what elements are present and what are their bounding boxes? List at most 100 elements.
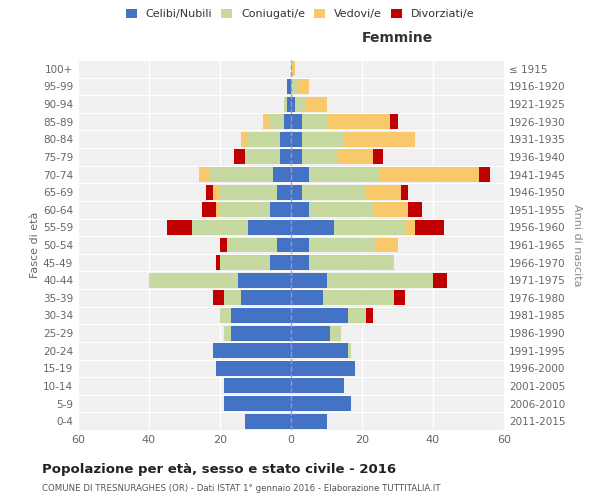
Bar bbox=[241, 290, 291, 306]
Bar bbox=[277, 238, 291, 252]
Bar bbox=[291, 378, 344, 394]
Bar bbox=[291, 220, 334, 235]
Bar bbox=[348, 308, 365, 323]
Bar bbox=[213, 343, 291, 358]
Y-axis label: Fasce di età: Fasce di età bbox=[30, 212, 40, 278]
Bar bbox=[291, 238, 309, 252]
Bar bbox=[291, 202, 309, 218]
Bar bbox=[291, 343, 348, 358]
Bar bbox=[277, 184, 291, 200]
Bar bbox=[287, 79, 291, 94]
Bar bbox=[224, 378, 291, 394]
Bar bbox=[213, 184, 220, 200]
Bar bbox=[245, 150, 280, 164]
Bar bbox=[245, 414, 291, 428]
Legend: Celibi/Nubili, Coniugati/e, Vedovi/e, Divorziati/e: Celibi/Nubili, Coniugati/e, Vedovi/e, Di… bbox=[122, 6, 478, 22]
Bar bbox=[220, 238, 227, 252]
Bar bbox=[291, 255, 309, 270]
Bar bbox=[305, 96, 326, 112]
Bar bbox=[238, 273, 291, 287]
Bar bbox=[206, 184, 213, 200]
Bar bbox=[376, 238, 398, 252]
Bar bbox=[241, 132, 248, 147]
Bar bbox=[230, 308, 291, 323]
Bar bbox=[291, 290, 323, 306]
Bar bbox=[348, 343, 352, 358]
Bar bbox=[220, 308, 230, 323]
Bar bbox=[291, 132, 302, 147]
Bar bbox=[291, 396, 352, 411]
Bar bbox=[217, 202, 220, 218]
Bar bbox=[415, 220, 443, 235]
Bar bbox=[270, 202, 291, 218]
Bar bbox=[248, 132, 280, 147]
Bar bbox=[337, 150, 373, 164]
Bar bbox=[380, 167, 479, 182]
Bar bbox=[273, 167, 291, 182]
Bar bbox=[209, 167, 273, 182]
Bar bbox=[284, 96, 287, 112]
Bar bbox=[479, 167, 490, 182]
Bar bbox=[302, 132, 344, 147]
Bar bbox=[373, 202, 408, 218]
Bar bbox=[326, 114, 391, 129]
Text: Popolazione per età, sesso e stato civile - 2016: Popolazione per età, sesso e stato civil… bbox=[42, 462, 396, 475]
Bar bbox=[291, 414, 326, 428]
Bar bbox=[220, 184, 277, 200]
Bar bbox=[302, 150, 337, 164]
Bar bbox=[280, 150, 291, 164]
Bar bbox=[408, 202, 422, 218]
Bar bbox=[309, 167, 380, 182]
Bar bbox=[234, 150, 245, 164]
Bar bbox=[291, 96, 295, 112]
Bar bbox=[302, 114, 326, 129]
Bar bbox=[401, 184, 408, 200]
Bar bbox=[270, 114, 284, 129]
Bar bbox=[224, 290, 241, 306]
Bar bbox=[295, 96, 305, 112]
Bar bbox=[217, 361, 291, 376]
Bar bbox=[291, 114, 302, 129]
Bar bbox=[199, 167, 209, 182]
Bar bbox=[284, 114, 291, 129]
Bar bbox=[309, 255, 394, 270]
Bar bbox=[217, 255, 220, 270]
Bar bbox=[224, 396, 291, 411]
Text: COMUNE DI TRESNURAGHES (OR) - Dati ISTAT 1° gennaio 2016 - Elaborazione TUTTITAL: COMUNE DI TRESNURAGHES (OR) - Dati ISTAT… bbox=[42, 484, 440, 493]
Bar bbox=[334, 220, 404, 235]
Bar bbox=[391, 114, 398, 129]
Bar bbox=[263, 114, 270, 129]
Bar bbox=[344, 132, 415, 147]
Bar bbox=[291, 184, 302, 200]
Bar bbox=[227, 238, 277, 252]
Bar bbox=[291, 273, 326, 287]
Bar bbox=[224, 326, 230, 340]
Bar bbox=[302, 184, 365, 200]
Bar bbox=[291, 361, 355, 376]
Bar bbox=[291, 150, 302, 164]
Bar bbox=[280, 132, 291, 147]
Bar bbox=[248, 220, 291, 235]
Text: Femmine: Femmine bbox=[362, 31, 433, 45]
Bar bbox=[230, 326, 291, 340]
Bar bbox=[365, 308, 373, 323]
Bar bbox=[149, 273, 238, 287]
Bar bbox=[167, 220, 191, 235]
Bar bbox=[270, 255, 291, 270]
Bar bbox=[291, 62, 295, 76]
Bar bbox=[404, 220, 415, 235]
Bar bbox=[291, 326, 330, 340]
Bar bbox=[287, 96, 291, 112]
Bar bbox=[323, 290, 394, 306]
Bar bbox=[191, 220, 248, 235]
Bar bbox=[291, 167, 309, 182]
Bar bbox=[373, 150, 383, 164]
Bar bbox=[326, 273, 433, 287]
Bar bbox=[433, 273, 447, 287]
Bar bbox=[365, 184, 401, 200]
Bar bbox=[330, 326, 341, 340]
Bar bbox=[309, 238, 376, 252]
Bar bbox=[394, 290, 404, 306]
Bar bbox=[291, 308, 348, 323]
Bar bbox=[298, 79, 309, 94]
